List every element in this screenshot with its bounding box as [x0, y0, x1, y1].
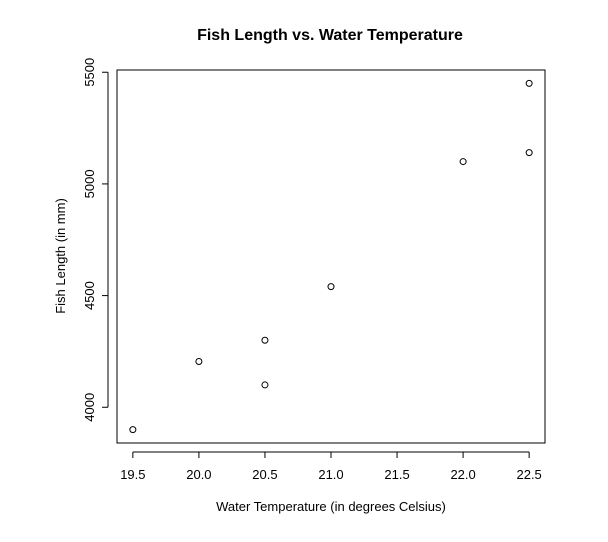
y-axis: 4000 4500 5000 5500	[82, 58, 109, 422]
x-tick-label: 20.5	[252, 467, 277, 482]
x-tick-label: 22.5	[516, 467, 541, 482]
x-tick-label: 20.0	[186, 467, 211, 482]
plot-frame	[116, 69, 546, 444]
scatter-point	[195, 357, 203, 365]
x-tick-label: 21.0	[318, 467, 343, 482]
y-tick-label: 5500	[82, 58, 97, 87]
scatter-points	[129, 79, 533, 434]
y-tick-label: 4000	[82, 393, 97, 422]
scatter-point	[525, 79, 533, 87]
chart-title: Fish Length vs. Water Temperature	[197, 27, 463, 44]
y-tick-label: 4500	[82, 281, 97, 310]
scatter-point	[459, 158, 467, 166]
x-tick-label: 21.5	[384, 467, 409, 482]
x-axis-label: Water Temperature (in degrees Celsius)	[216, 499, 446, 514]
x-tick-label: 19.5	[120, 467, 145, 482]
scatter-point	[261, 381, 269, 389]
x-axis: 19.5 20.0 20.5 21.0 21.5 22.0 22.5	[120, 451, 542, 482]
y-tick-label: 5000	[82, 169, 97, 198]
scatter-point	[129, 426, 137, 434]
x-tick-label: 22.0	[450, 467, 475, 482]
y-axis-label: Fish Length (in mm)	[53, 198, 68, 314]
scatter-point	[525, 149, 533, 157]
scatter-point	[327, 283, 335, 291]
scatter-point	[261, 336, 269, 344]
